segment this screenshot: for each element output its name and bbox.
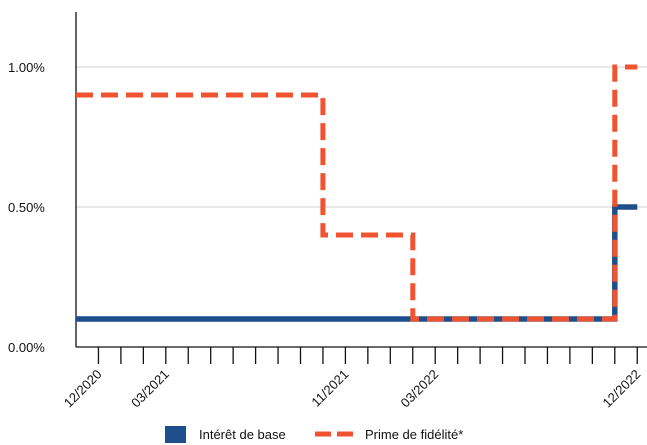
legend: Intérêt de base Prime de fidélité* [165,426,463,443]
y-tick-label: 0.00% [8,340,45,355]
grid [76,66,647,208]
y-tick-label: 1.00% [8,60,45,75]
series-line-1 [76,204,638,322]
x-tick-label: 12/2022 [600,367,644,411]
axes: 0.00% 0.50% 1.00% 12/2020 03/2021 11/2021 03/2… [8,12,647,410]
x-tick-label: 03/2021 [128,367,172,411]
legend-swatch-base [165,426,186,443]
legend-label: Prime de fidélité* [365,427,463,442]
series [76,64,638,322]
x-tick-label: 12/2020 [61,367,105,411]
legend-label: Intérêt de base [199,427,286,442]
x-tick-label: 03/2022 [397,367,441,411]
x-tick-label: 11/2021 [308,367,351,410]
series-line-2 [76,64,638,322]
y-tick-label: 0.50% [8,200,45,215]
